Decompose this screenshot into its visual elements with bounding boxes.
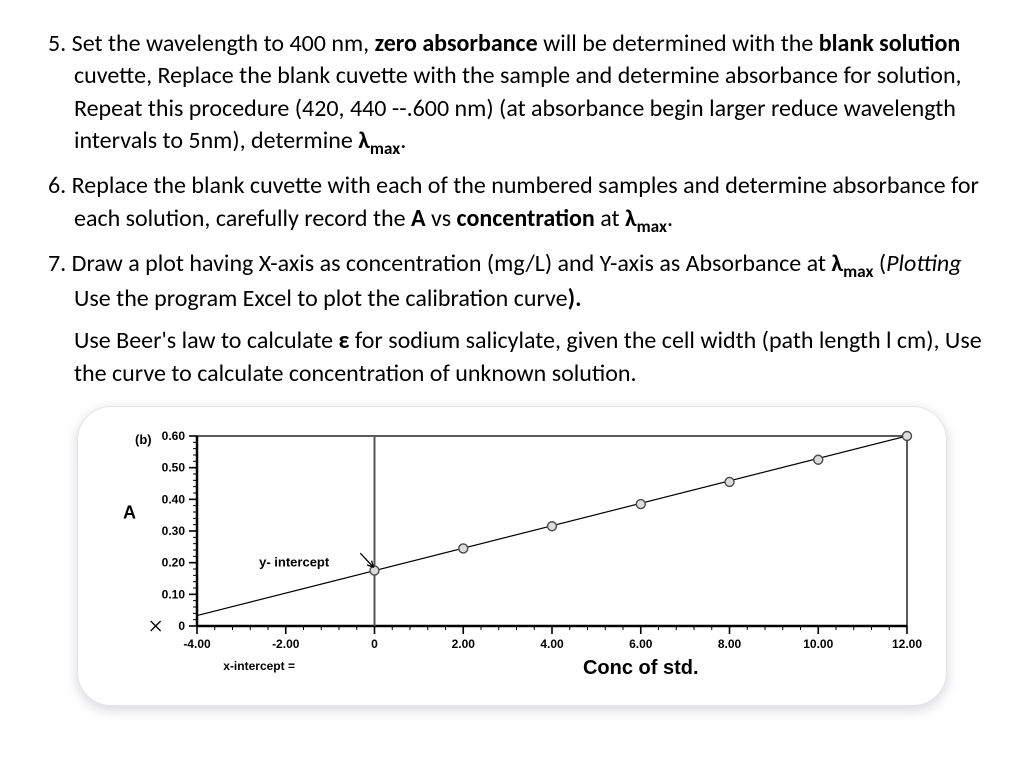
- step-7-mid2: Use the program Excel to plot the calibr…: [74, 284, 568, 313]
- step-5-bold-1: zero absorbance: [375, 29, 538, 58]
- step-7-lambda: λ: [831, 249, 843, 278]
- svg-text:0.40: 0.40: [162, 492, 186, 506]
- step-5-end: .: [400, 126, 406, 155]
- step-6-at: at: [595, 204, 625, 233]
- svg-text:0: 0: [178, 619, 185, 633]
- step-6-mid: vs: [426, 204, 457, 233]
- svg-text:-4.00: -4.00: [183, 637, 211, 651]
- step-8-text-a: Use Beer's law to calculate: [74, 326, 339, 355]
- step-6: 6. Replace the blank cuvette with each o…: [30, 170, 994, 238]
- step-5-text-c: cuvette, Replace the blank cuvette with …: [74, 61, 962, 155]
- svg-text:0: 0: [371, 637, 378, 651]
- calibration-chart: 0 0.10 0.20 0.30 0.40 0.50 0.60 -4.00 -2.00 0 2.00…: [77, 406, 947, 706]
- svg-text:y- intercept: y- intercept: [259, 555, 330, 570]
- page: 5. Set the wavelength to 400 nm, zero ab…: [0, 0, 1024, 706]
- step-6-lambda-sub: max: [637, 215, 667, 236]
- step-7-mid1: (: [873, 249, 886, 278]
- svg-text:0.50: 0.50: [162, 461, 186, 475]
- step-8-eps: ε: [339, 326, 350, 355]
- step-5-lambda: λ: [358, 126, 370, 155]
- svg-text:Conc of std.: Conc of std.: [583, 657, 699, 679]
- svg-text:x-intercept =: x-intercept =: [223, 659, 295, 673]
- step-7: 7. Draw a plot having X-axis as concentr…: [30, 248, 994, 316]
- svg-text:10.00: 10.00: [803, 637, 833, 651]
- step-6-end: .: [667, 204, 673, 233]
- step-6-number: 6.: [48, 171, 66, 200]
- step-8: Use Beer's law to calculate ε for sodium…: [30, 325, 994, 390]
- svg-text:0.60: 0.60: [162, 429, 186, 443]
- step-6-lambda: λ: [625, 204, 637, 233]
- step-7-number: 7.: [48, 249, 66, 278]
- svg-text:A: A: [123, 502, 136, 522]
- svg-text:4.00: 4.00: [540, 637, 564, 651]
- svg-text:8.00: 8.00: [718, 637, 742, 651]
- step-5-number: 5.: [48, 29, 66, 58]
- svg-text:2.00: 2.00: [452, 637, 476, 651]
- svg-text:(b): (b): [135, 432, 152, 447]
- step-7-italic: Plotting: [886, 249, 961, 278]
- step-7-bold: ).: [568, 284, 582, 313]
- svg-text:0.20: 0.20: [162, 556, 186, 570]
- step-5-lambda-sub: max: [370, 138, 400, 159]
- svg-text:12.00: 12.00: [892, 637, 922, 651]
- svg-text:6.00: 6.00: [629, 637, 653, 651]
- svg-text:-2.00: -2.00: [272, 637, 300, 651]
- step-7-text-a: Draw a plot having X-axis as concentrati…: [72, 249, 832, 278]
- svg-text:0.30: 0.30: [162, 524, 186, 538]
- step-5-text-b: will be determined with the: [538, 29, 819, 58]
- step-7-lambda-sub: max: [843, 261, 873, 282]
- step-6-bold-2: concentration: [457, 204, 595, 233]
- svg-text:0.10: 0.10: [162, 587, 186, 601]
- step-6-bold-1: A: [411, 204, 426, 233]
- step-5-bold-2: blank solution: [819, 29, 961, 58]
- step-5: 5. Set the wavelength to 400 nm, zero ab…: [30, 28, 994, 160]
- chart-panel: 0 0.10 0.20 0.30 0.40 0.50 0.60 -4.00 -2.00 0 2.00…: [77, 406, 947, 706]
- step-5-text-a: Set the wavelength to 400 nm,: [72, 29, 375, 58]
